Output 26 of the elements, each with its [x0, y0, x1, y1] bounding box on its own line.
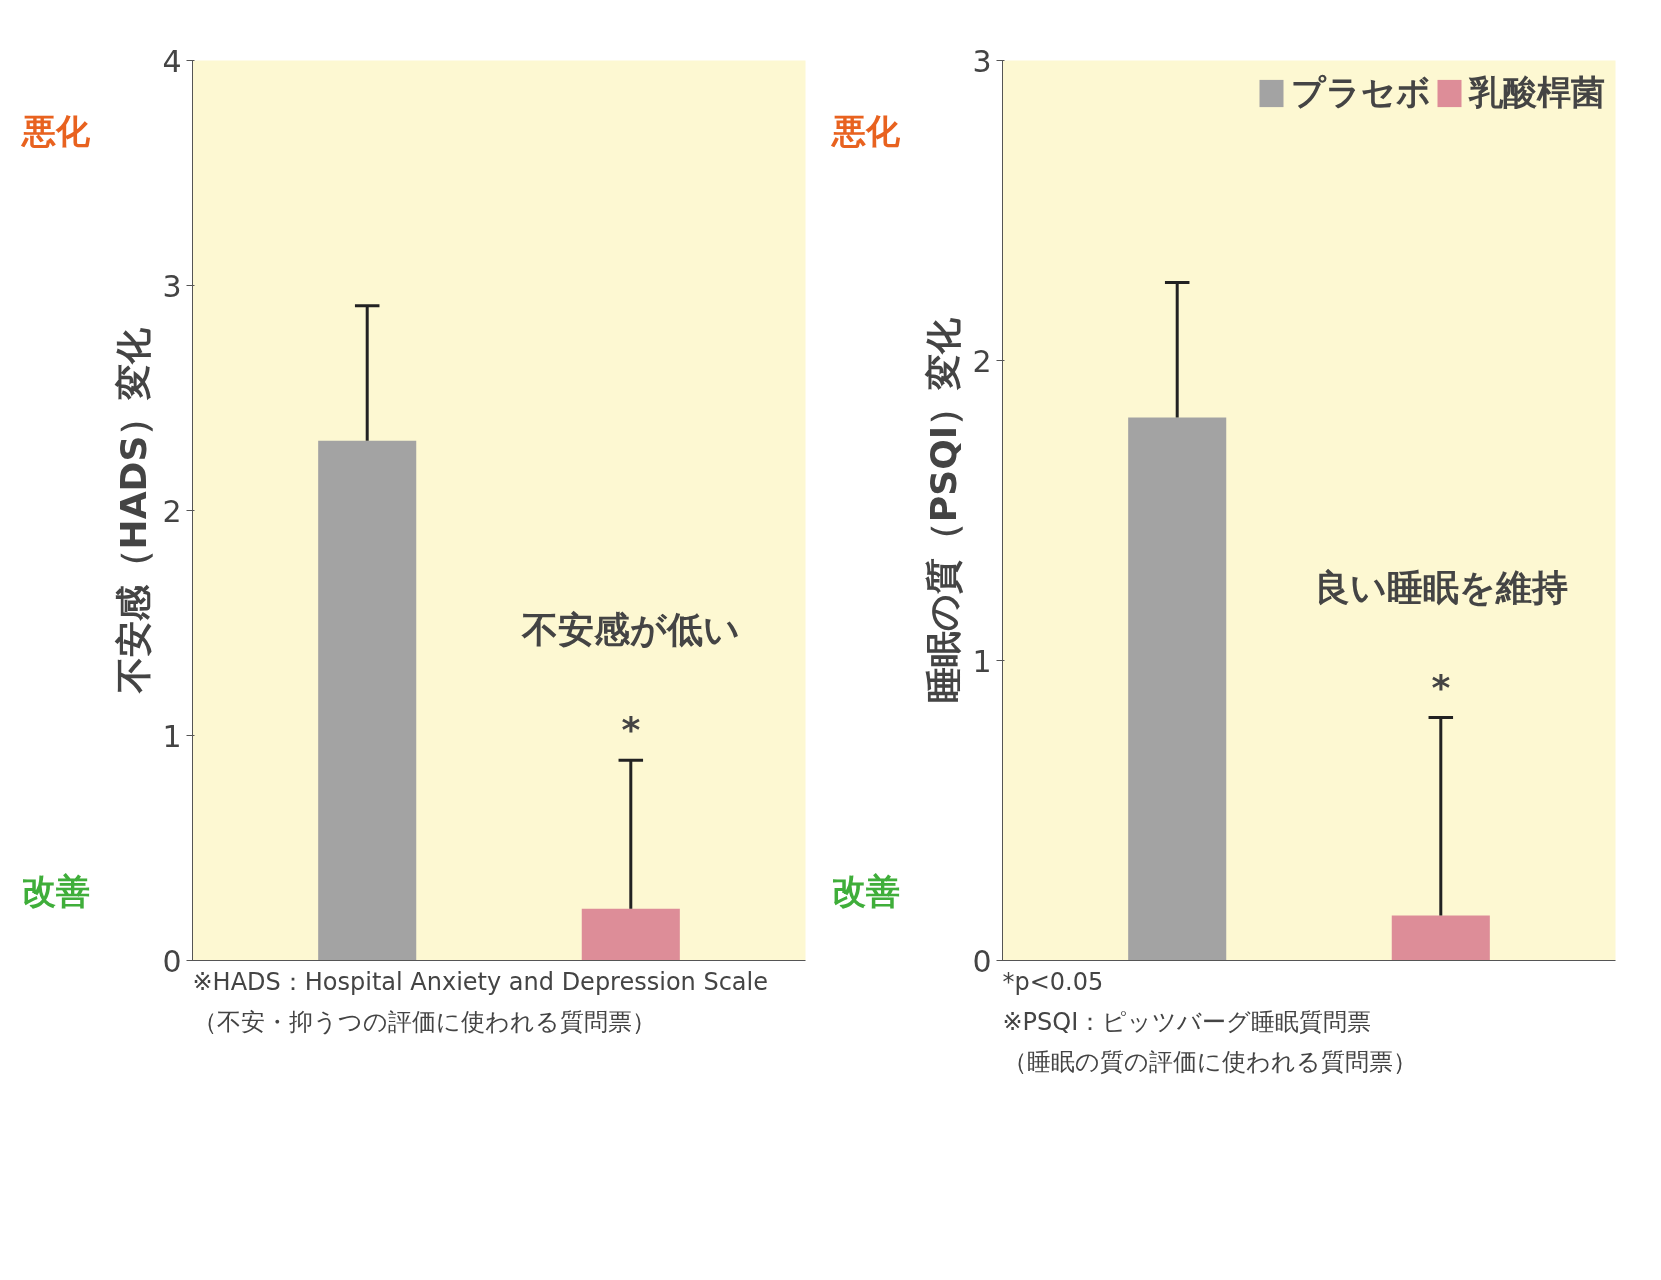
text: （不安・抑うつの評価に使われる質問票）	[192, 1007, 656, 1036]
text: （睡眠の質の評価に使われる質問票）	[1002, 1047, 1417, 1076]
annotation: 不安感が低い	[520, 609, 740, 651]
y-tick-label: 0	[972, 943, 992, 979]
text: 改善	[831, 870, 900, 911]
y-tick-label: 0	[162, 943, 182, 979]
y-tick-label: 2	[162, 493, 182, 529]
y-axis-title: 睡眠の質（PSQI）変化	[923, 316, 965, 704]
legend-label: 乳酸桿菌	[1469, 71, 1605, 114]
y-tick-label: 4	[162, 43, 182, 79]
y-tick-label: 1	[972, 643, 992, 679]
y-tick-label: 1	[162, 718, 182, 754]
text: ※PSQI：ピッツバーグ睡眠質問票	[1002, 1007, 1372, 1036]
text: 改善	[21, 870, 90, 911]
text: ※HADS：Hospital Anxiety and Depression Scale	[192, 967, 768, 996]
y-axis-title: 不安感（HADS）変化	[113, 326, 155, 695]
y-tick-label: 3	[972, 43, 992, 79]
text: 悪化	[829, 110, 901, 151]
y-tick-label: 3	[162, 268, 182, 304]
text: *p<0.05	[1002, 967, 1104, 996]
annotation: *	[1431, 666, 1451, 708]
annotation: 良い睡眠を維持	[1313, 566, 1568, 608]
y-tick-label: 2	[972, 343, 992, 379]
text: 悪化	[19, 110, 91, 151]
legend-label: プラセボ	[1291, 71, 1431, 114]
annotation: *	[621, 709, 641, 751]
